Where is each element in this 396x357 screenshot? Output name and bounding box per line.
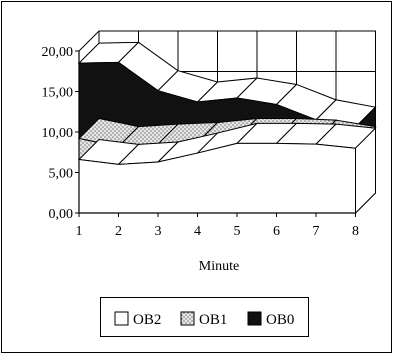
x-tick-label: 7 (313, 224, 320, 239)
legend-swatch-ob2 (114, 311, 129, 326)
x-tick-label: 3 (155, 224, 162, 239)
x-tick-label: 6 (273, 224, 280, 239)
legend-label-ob0: OB0 (266, 312, 294, 328)
x-tick-label: 5 (234, 224, 241, 239)
x-tick-label: 2 (115, 224, 122, 239)
legend-swatch-ob0 (247, 311, 262, 326)
areas (77, 41, 377, 215)
y-tick-label: 15,00 (42, 86, 74, 101)
tick-labels: 0,00 5,00 10,00 15,00 20,00 1 2 3 4 5 6 7 8 (42, 45, 360, 239)
legend-label-ob1: OB1 (199, 312, 227, 328)
x-tick-label: 1 (76, 224, 83, 239)
y-tick-label: 0,00 (49, 207, 74, 222)
x-tick-label: 4 (194, 224, 201, 239)
gridline-side (78, 30, 100, 52)
legend-label-ob2: OB2 (133, 312, 161, 328)
legend-swatch-ob1 (180, 311, 195, 326)
x-tick-label: 8 (352, 224, 359, 239)
axes (75, 50, 356, 217)
y-tick-label: 10,00 (42, 126, 74, 141)
y-tick-label: 5,00 (49, 167, 74, 182)
legend-items: OB2 OB1 OB0 (114, 311, 294, 328)
y-tick-label: 20,00 (42, 45, 74, 60)
x-axis-title: Minute (199, 259, 239, 274)
area-side-ob2 (355, 126, 376, 215)
legend: OB2 OB1 OB0 (100, 297, 309, 337)
